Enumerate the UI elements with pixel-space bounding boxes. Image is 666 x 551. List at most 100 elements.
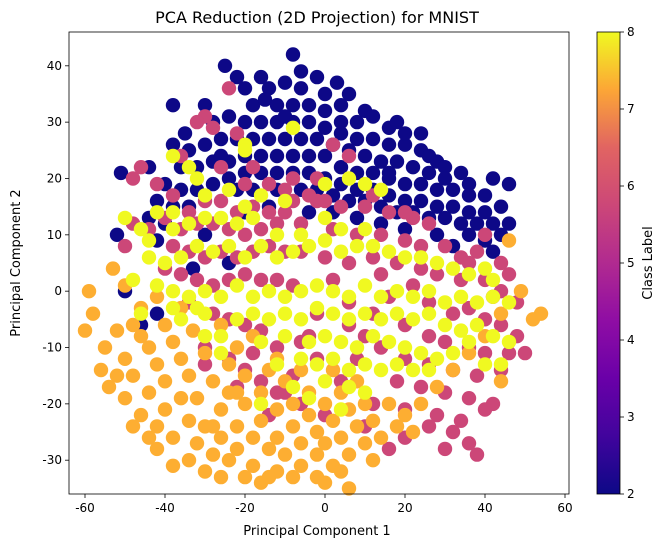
- data-point-class-2: [269, 165, 285, 181]
- data-point-class-2: [357, 148, 373, 164]
- data-point-class-8: [453, 289, 469, 304]
- data-point-class-8: [325, 306, 341, 321]
- data-point-class-7: [173, 351, 189, 366]
- data-point-class-7: [157, 374, 173, 389]
- data-point-class-2: [237, 81, 253, 96]
- data-point-class-8: [309, 357, 325, 372]
- data-point-class-8: [133, 306, 149, 321]
- data-point-class-5: [261, 205, 277, 220]
- data-point-class-5: [245, 345, 261, 361]
- data-point-class-8: [261, 284, 277, 299]
- data-point-class-8: [213, 329, 229, 344]
- colorbar: 2 3 4 5 6 7 8 Class Label: [596, 25, 656, 501]
- data-point-class-2: [501, 176, 517, 192]
- data-point-class-8: [405, 289, 421, 304]
- data-point-class-8: [285, 244, 301, 259]
- data-point-class-7: [349, 419, 365, 434]
- data-point-class-8: [317, 233, 333, 248]
- data-point-class-8: [213, 210, 229, 226]
- data-point-class-7: [317, 475, 333, 490]
- data-point-class-2: [285, 47, 301, 62]
- data-point-class-8: [389, 357, 405, 372]
- colorbar-tick-label: 7: [627, 102, 635, 116]
- data-point-class-2: [461, 205, 477, 220]
- data-point-class-7: [197, 345, 213, 361]
- data-point-class-2: [277, 109, 293, 124]
- data-point-class-8: [373, 182, 389, 197]
- data-point-class-2: [213, 131, 229, 147]
- data-point-class-2: [317, 86, 333, 102]
- data-point-class-7: [261, 469, 277, 485]
- data-point-class-8: [133, 222, 149, 237]
- data-point-class-8: [333, 402, 349, 417]
- data-point-class-7: [365, 413, 381, 428]
- data-point-class-8: [269, 250, 285, 265]
- data-point-class-8: [181, 160, 197, 175]
- data-point-class-8: [237, 199, 253, 214]
- data-point-class-8: [165, 222, 181, 237]
- data-point-class-5: [293, 216, 309, 231]
- data-point-class-8: [317, 374, 333, 389]
- data-point-class-8: [357, 357, 373, 372]
- data-point-class-7: [149, 357, 165, 372]
- data-point-class-8: [173, 250, 189, 265]
- data-point-class-2: [429, 182, 445, 197]
- data-point-class-2: [461, 188, 477, 203]
- data-point-class-7: [133, 407, 149, 423]
- data-point-class-2: [317, 103, 333, 119]
- data-point-class-2: [349, 131, 365, 147]
- data-point-class-2: [165, 98, 181, 113]
- data-point-class-2: [221, 109, 237, 124]
- data-point-class-7: [513, 284, 529, 299]
- data-point-class-5: [133, 160, 149, 175]
- data-point-class-5: [253, 222, 269, 237]
- data-point-class-5: [445, 424, 461, 440]
- data-point-class-2: [197, 227, 213, 242]
- data-point-class-5: [277, 182, 293, 197]
- data-point-class-7: [269, 430, 285, 445]
- data-point-class-7: [461, 345, 477, 361]
- data-point-class-7: [181, 413, 197, 428]
- data-point-class-5: [117, 238, 133, 254]
- data-point-class-2: [429, 199, 445, 214]
- data-point-class-5: [245, 160, 261, 175]
- data-point-class-2: [485, 171, 501, 186]
- data-point-class-8: [373, 362, 389, 378]
- colorbar-label: Class Label: [641, 226, 656, 299]
- data-point-class-8: [341, 362, 357, 378]
- data-point-class-5: [229, 126, 245, 141]
- data-point-class-7: [213, 469, 229, 485]
- data-point-class-8: [125, 272, 141, 288]
- data-point-class-7: [261, 441, 277, 457]
- data-point-class-7: [285, 419, 301, 434]
- data-point-class-8: [165, 284, 181, 299]
- data-point-class-8: [165, 148, 181, 164]
- data-point-class-7: [341, 447, 357, 462]
- data-point-class-8: [325, 284, 341, 299]
- data-point-class-2: [333, 114, 349, 130]
- y-tick-label: 20: [47, 171, 62, 185]
- data-point-class-2: [461, 227, 477, 242]
- data-point-class-8: [221, 182, 237, 197]
- data-point-class-5: [149, 176, 165, 192]
- data-point-class-8: [293, 284, 309, 299]
- chart-title: PCA Reduction (2D Projection) for MNIST: [155, 8, 479, 27]
- data-point-class-5: [461, 391, 477, 406]
- data-point-class-7: [429, 379, 445, 395]
- data-point-class-5: [317, 250, 333, 265]
- data-point-class-8: [277, 306, 293, 321]
- data-point-class-8: [189, 300, 205, 316]
- colorbar-tick-label: 6: [627, 179, 635, 193]
- x-tick-label: 20: [397, 501, 412, 515]
- data-point-class-8: [237, 250, 253, 265]
- data-point-class-2: [205, 176, 221, 192]
- data-point-class-7: [325, 362, 341, 378]
- data-point-class-2: [477, 188, 493, 203]
- data-point-class-8: [285, 379, 301, 395]
- data-point-class-8: [437, 317, 453, 333]
- data-point-class-5: [421, 295, 437, 310]
- data-point-class-2: [177, 126, 193, 141]
- colorbar-gradient: [596, 31, 621, 495]
- data-point-class-8: [293, 351, 309, 366]
- data-point-class-5: [301, 188, 317, 203]
